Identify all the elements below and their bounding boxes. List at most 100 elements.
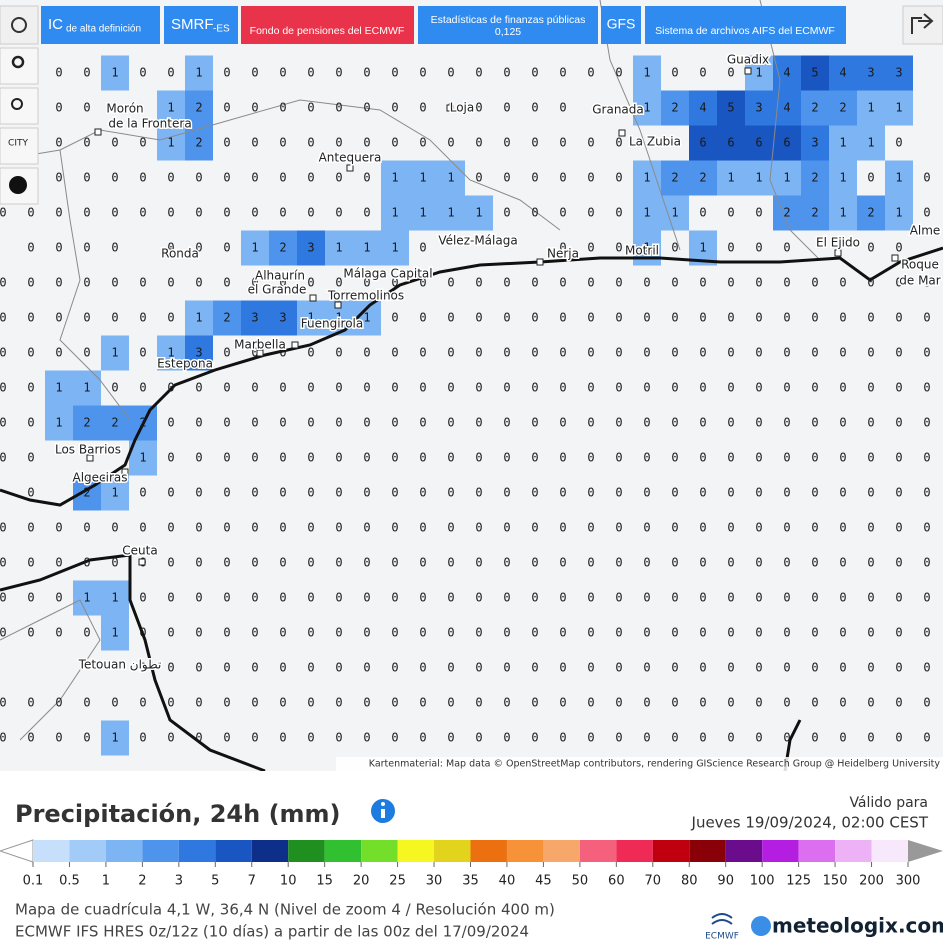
grid-value: 0 xyxy=(503,696,510,710)
grid-value: 0 xyxy=(503,276,510,290)
grid-value: 0 xyxy=(83,346,90,360)
grid-value: 0 xyxy=(55,101,62,115)
grid-value: 2 xyxy=(671,101,678,115)
grid-value: 0 xyxy=(503,731,510,745)
grid-value: 0 xyxy=(839,731,846,745)
grid-value: 0 xyxy=(55,731,62,745)
grid-value: 0 xyxy=(279,731,286,745)
grid-value: 0 xyxy=(391,556,398,570)
grid-value: 0 xyxy=(923,416,930,430)
grid-value: 0 xyxy=(755,346,762,360)
zoom-button[interactable] xyxy=(0,87,39,125)
ecmwf-logo xyxy=(711,913,733,925)
grid-value: 0 xyxy=(867,486,874,500)
grid-value: 0 xyxy=(671,241,678,255)
grid-value: 0 xyxy=(839,661,846,675)
grid-value: 0 xyxy=(139,66,146,80)
share-button[interactable] xyxy=(902,5,943,45)
refresh-button[interactable] xyxy=(0,5,39,45)
grid-value: 0 xyxy=(895,136,902,150)
grid-value: 0 xyxy=(83,556,90,570)
grid-value: 1 xyxy=(867,136,874,150)
grid-value: 0 xyxy=(27,381,34,395)
grid-value: 0 xyxy=(391,276,398,290)
grid-value: 4 xyxy=(783,101,790,115)
grid-value: 0 xyxy=(419,486,426,500)
grid-value: 0 xyxy=(671,66,678,80)
grid-value: 0 xyxy=(307,171,314,185)
grid-value: 0 xyxy=(839,276,846,290)
city-label: Los Barrios xyxy=(55,443,121,457)
grid-value: 0 xyxy=(307,416,314,430)
grid-value: 0 xyxy=(867,171,874,185)
city-label: Loja xyxy=(450,101,475,115)
aifs-button[interactable] xyxy=(645,6,846,44)
grid-value: 0 xyxy=(727,486,734,500)
legend-swatch xyxy=(579,840,617,862)
grid-value: 0 xyxy=(923,171,930,185)
precip-cell xyxy=(297,230,325,266)
grid-value: 0 xyxy=(699,626,706,640)
grid-value: 1 xyxy=(895,171,902,185)
legend-tick-label: 25 xyxy=(389,874,406,889)
grid-value: 0 xyxy=(27,206,34,220)
grid-value: 0 xyxy=(223,66,230,80)
city-label: Fuengirola xyxy=(301,317,364,331)
grid-value: 0 xyxy=(419,696,426,710)
precip-cell xyxy=(101,405,129,441)
legend-swatch xyxy=(142,840,179,862)
city-button[interactable] xyxy=(0,127,39,165)
grid-value: 0 xyxy=(223,591,230,605)
grid-value: 0 xyxy=(867,416,874,430)
legend-tick-label: 35 xyxy=(462,874,479,889)
legend-swatch xyxy=(762,840,799,862)
grid-value: 0 xyxy=(167,451,174,465)
grid-value: 0 xyxy=(195,556,202,570)
smrf-button[interactable] xyxy=(164,6,238,44)
ic-button[interactable] xyxy=(41,6,160,44)
stats-button[interactable] xyxy=(418,6,598,44)
precip-cell xyxy=(829,195,857,231)
grid-value: 0 xyxy=(867,696,874,710)
grid-value: 0 xyxy=(699,381,706,395)
grid-value: 1 xyxy=(391,206,398,220)
grid-value: 0 xyxy=(167,241,174,255)
precip-cell xyxy=(885,195,913,231)
grid-value: 3 xyxy=(895,66,902,80)
grid-value: 0 xyxy=(419,731,426,745)
grid-value: 0 xyxy=(699,521,706,535)
grid-value: 0 xyxy=(475,626,482,640)
city-label: de Mar xyxy=(899,274,941,288)
grid-value: 0 xyxy=(811,416,818,430)
grid-value: 0 xyxy=(335,626,342,640)
grid-value: 0 xyxy=(83,66,90,80)
grid-value: 0 xyxy=(363,206,370,220)
grid-value: 0 xyxy=(55,346,62,360)
precip-cell xyxy=(829,125,857,161)
grid-value: 0 xyxy=(503,451,510,465)
grid-value: 0 xyxy=(895,311,902,325)
grid-value: 6 xyxy=(727,136,734,150)
grid-value: 0 xyxy=(55,696,62,710)
grid-value: 0 xyxy=(503,626,510,640)
grid-value: 1 xyxy=(251,241,258,255)
grid-value: 0 xyxy=(363,731,370,745)
grid-value: 0 xyxy=(755,731,762,745)
city-label: Málaga Capital xyxy=(343,267,432,281)
grid-value: 0 xyxy=(335,66,342,80)
grid-value: 0 xyxy=(895,696,902,710)
grid-value: 0 xyxy=(699,731,706,745)
attribution-bg xyxy=(336,757,943,771)
grid-value: 0 xyxy=(839,626,846,640)
grid-value: 0 xyxy=(699,311,706,325)
grid-value: 0 xyxy=(615,241,622,255)
grid-value: 0 xyxy=(475,556,482,570)
grid-value: 1 xyxy=(195,66,202,80)
grid-value: 0 xyxy=(811,521,818,535)
city-dot xyxy=(138,558,146,566)
city-label: Granada xyxy=(592,103,644,117)
grid-value: 0 xyxy=(531,381,538,395)
gfs-button[interactable] xyxy=(601,6,641,44)
grid-value: 0 xyxy=(923,276,930,290)
pension-button[interactable] xyxy=(241,6,414,44)
